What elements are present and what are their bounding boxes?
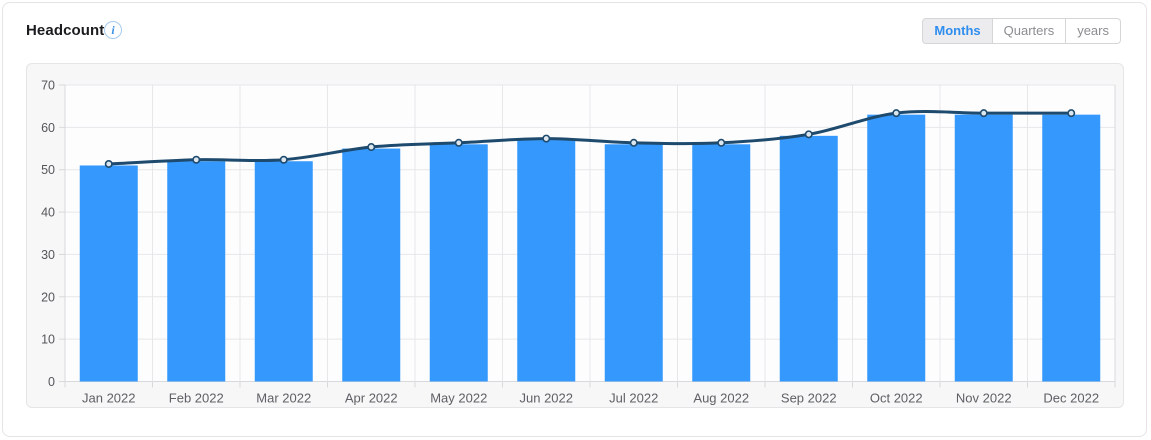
x-label-apr-2022: Apr 2022 <box>345 391 398 406</box>
bar-apr-2022[interactable] <box>342 148 401 382</box>
y-tick-label-30: 30 <box>41 248 55 262</box>
x-label-mar-2022: Mar 2022 <box>256 391 311 406</box>
y-tick-label-50: 50 <box>41 163 55 177</box>
trend-line <box>107 110 1073 166</box>
card-header: Headcount i Months Quarters years <box>26 18 1123 48</box>
y-tick-label-20: 20 <box>41 290 55 304</box>
x-label-aug-2022: Aug 2022 <box>693 391 749 406</box>
y-tick-label-10: 10 <box>41 333 55 347</box>
x-label-feb-2022: Feb 2022 <box>169 391 224 406</box>
bar-jun-2022[interactable] <box>517 140 576 382</box>
bar-jan-2022[interactable] <box>79 165 138 382</box>
info-icon[interactable]: i <box>104 21 122 39</box>
bar-feb-2022[interactable] <box>167 161 226 382</box>
chart-panel: 0 10 20 30 40 50 60 70 Jan 2022 Feb 2022 Mar 2022 A… <box>26 63 1124 408</box>
x-label-may-2022: May 2022 <box>430 391 487 406</box>
x-label-jul-2022: Jul 2022 <box>609 391 658 406</box>
bar-nov-2022[interactable] <box>954 114 1013 382</box>
marker-sep-2022[interactable] <box>804 130 813 139</box>
marker-nov-2022[interactable] <box>979 109 988 118</box>
y-tick-label-40: 40 <box>41 206 55 220</box>
x-label-dec-2022: Dec 2022 <box>1043 391 1099 406</box>
bar-oct-2022[interactable] <box>867 114 926 382</box>
x-label-jun-2022: Jun 2022 <box>520 391 574 406</box>
y-tick-label-70: 70 <box>41 79 55 93</box>
marker-apr-2022[interactable] <box>367 143 376 152</box>
bar-sep-2022[interactable] <box>779 135 838 382</box>
bar-mar-2022[interactable] <box>254 161 313 382</box>
x-label-sep-2022: Sep 2022 <box>781 391 837 406</box>
range-toggle-group: Months Quarters years <box>922 18 1121 44</box>
bar-jul-2022[interactable] <box>604 144 663 382</box>
toggle-quarters[interactable]: Quarters <box>992 18 1067 44</box>
marker-mar-2022[interactable] <box>279 155 288 164</box>
marker-oct-2022[interactable] <box>892 109 901 118</box>
bar-dec-2022[interactable] <box>1042 114 1101 382</box>
headcount-chart: 0 10 20 30 40 50 60 70 Jan 2022 Feb 2022 Mar 2022 A… <box>41 79 1116 406</box>
x-label-nov-2022: Nov 2022 <box>956 391 1012 406</box>
marker-aug-2022[interactable] <box>717 138 726 147</box>
x-label-jan-2022: Jan 2022 <box>82 391 136 406</box>
toggle-months[interactable]: Months <box>922 18 993 44</box>
marker-jan-2022[interactable] <box>104 159 113 168</box>
bar-may-2022[interactable] <box>429 144 488 382</box>
marker-jul-2022[interactable] <box>629 138 638 147</box>
marker-dec-2022[interactable] <box>1067 109 1076 118</box>
x-label-oct-2022: Oct 2022 <box>870 391 923 406</box>
marker-jun-2022[interactable] <box>542 134 551 143</box>
chart-title: Headcount <box>26 22 105 39</box>
y-tick-label-0: 0 <box>48 375 55 389</box>
bar-aug-2022[interactable] <box>692 144 751 382</box>
marker-may-2022[interactable] <box>454 138 463 147</box>
marker-feb-2022[interactable] <box>192 155 201 164</box>
toggle-years[interactable]: years <box>1066 18 1121 44</box>
y-tick-label-60: 60 <box>41 121 55 135</box>
